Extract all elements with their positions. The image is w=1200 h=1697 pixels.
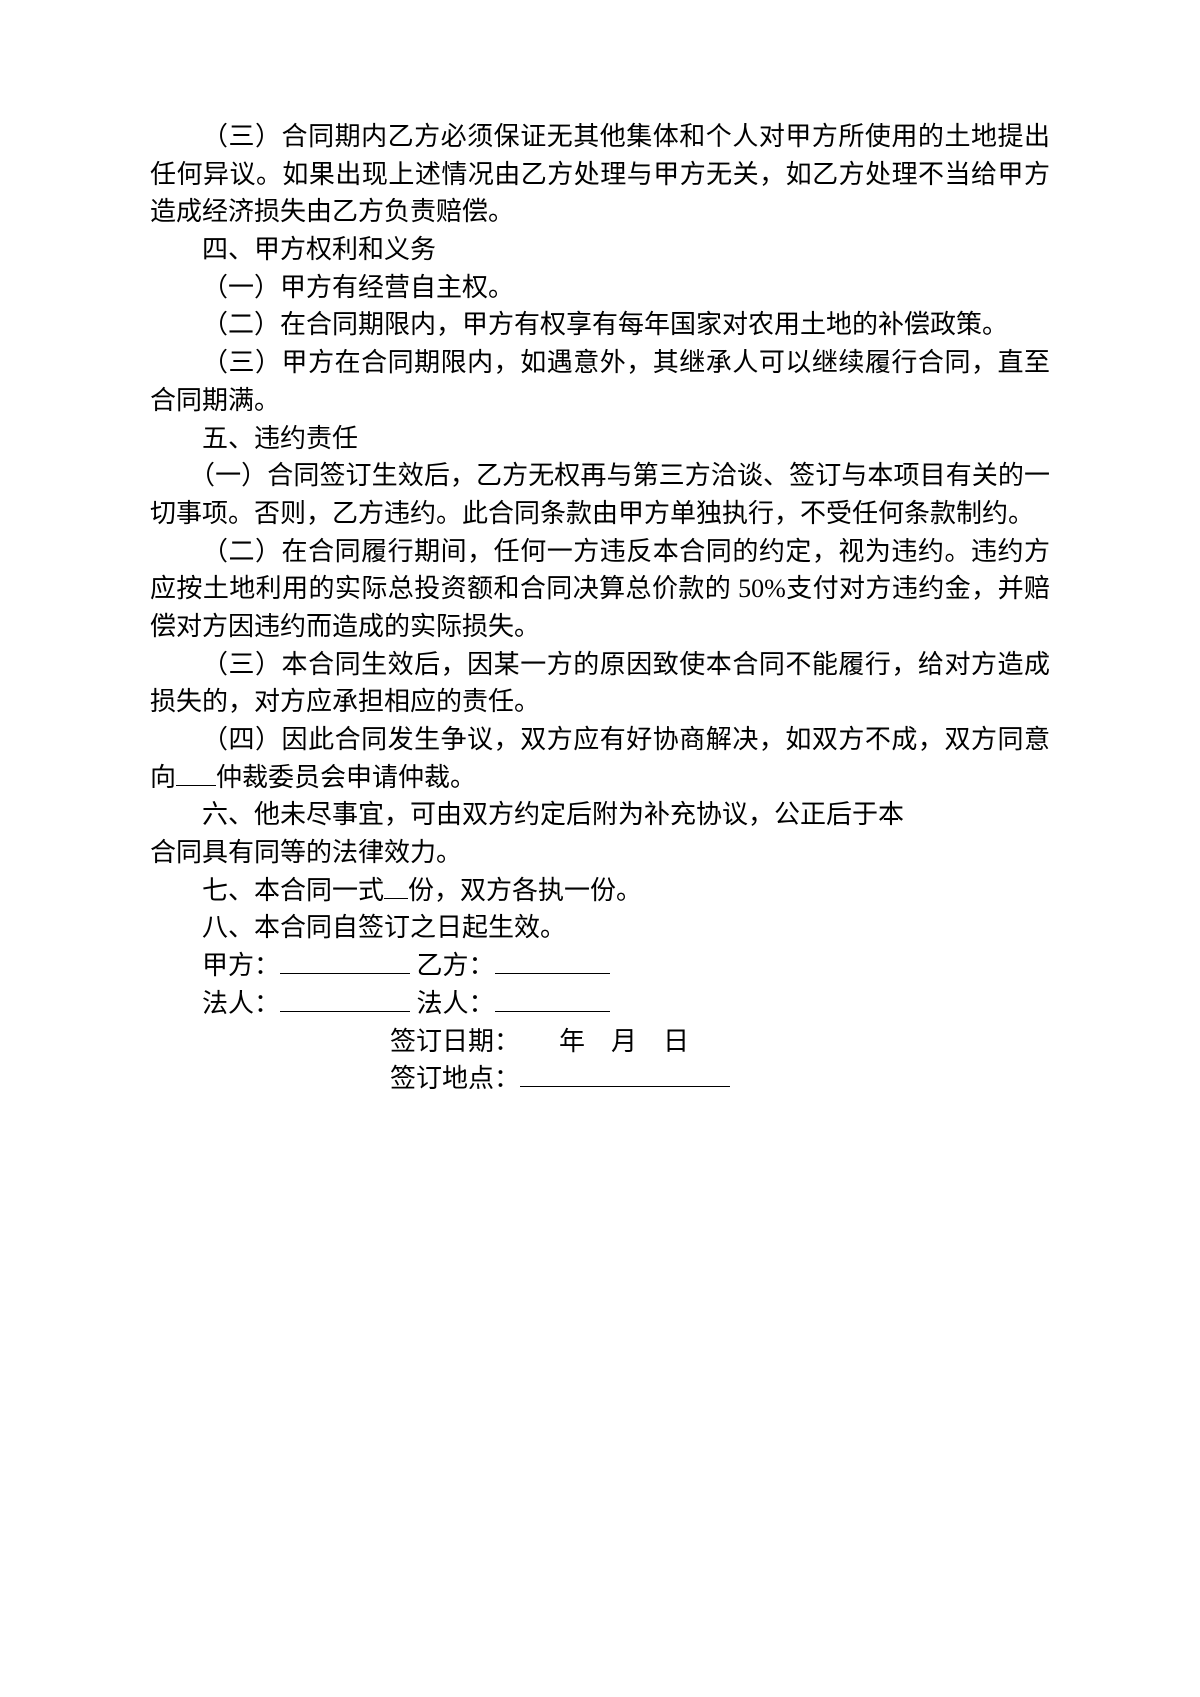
paragraph-4-1: （一）甲方有经营自主权。 <box>150 269 1050 307</box>
paragraph-4-3: （三）甲方在合同期限内，如遇意外，其继承人可以继续履行合同，直至合同期满。 <box>150 344 1050 419</box>
heading-5: 五、违约责任 <box>150 420 1050 458</box>
heading-4: 四、甲方权利和义务 <box>150 231 1050 269</box>
paragraph-3-3: （三）合同期内乙方必须保证无其他集体和个人对甲方所使用的土地提出任何异议。如果出… <box>150 118 1050 231</box>
party-a-label: 甲方： <box>202 951 280 980</box>
signature-row-1: 甲方： 乙方： <box>150 947 1050 985</box>
paragraph-5-3: （三）本合同生效后，因某一方的原因致使本合同不能履行，给对方造成损失的，对方应承… <box>150 646 1050 721</box>
paragraph-8: 八、本合同自签订之日起生效。 <box>150 909 1050 947</box>
document-page: （三）合同期内乙方必须保证无其他集体和个人对甲方所使用的土地提出任何异议。如果出… <box>0 0 1200 1697</box>
legal-a-label: 法人： <box>202 989 280 1018</box>
place-label: 签订地点： <box>390 1064 520 1093</box>
blank-arbitration <box>176 759 216 786</box>
paragraph-4-2: （二）在合同期限内，甲方有权享有每年国家对农用土地的补偿政策。 <box>150 306 1050 344</box>
date-row: 签订日期： 年 月 日 <box>150 1023 1050 1061</box>
place-row: 签订地点： <box>150 1060 1050 1098</box>
blank-party-b <box>495 947 610 974</box>
blank-place <box>520 1060 730 1087</box>
paragraph-6b: 合同具有同等的法律效力。 <box>150 834 1050 872</box>
p10-text-b: 仲裁委员会申请仲裁。 <box>216 763 476 792</box>
p12-text-a: 七、本合同一式 <box>202 876 384 905</box>
blank-legal-a <box>280 985 410 1012</box>
party-b-label: 乙方： <box>410 951 495 980</box>
blank-legal-b <box>495 985 610 1012</box>
paragraph-6a: 六、他未尽事宜，可由双方约定后附为补充协议，公正后于本 <box>150 796 1050 834</box>
p12-text-b: 份，双方各执一份。 <box>408 876 642 905</box>
paragraph-5-4: （四）因此合同发生争议，双方应有好协商解决，如双方不成，双方同意向仲裁委员会申请… <box>150 721 1050 796</box>
blank-party-a <box>280 947 410 974</box>
paragraph-5-1: （一）合同签订生效后，乙方无权再与第三方洽谈、签订与本项目有关的一切事项。否则，… <box>150 457 1050 532</box>
legal-b-label: 法人： <box>410 989 495 1018</box>
paragraph-7: 七、本合同一式份，双方各执一份。 <box>150 872 1050 910</box>
signature-row-2: 法人： 法人： <box>150 985 1050 1023</box>
date-label: 签订日期： 年 月 日 <box>390 1027 689 1056</box>
blank-copies <box>384 872 408 899</box>
paragraph-5-2: （二）在合同履行期间，任何一方违反本合同的约定，视为违约。违约方应按土地利用的实… <box>150 533 1050 646</box>
